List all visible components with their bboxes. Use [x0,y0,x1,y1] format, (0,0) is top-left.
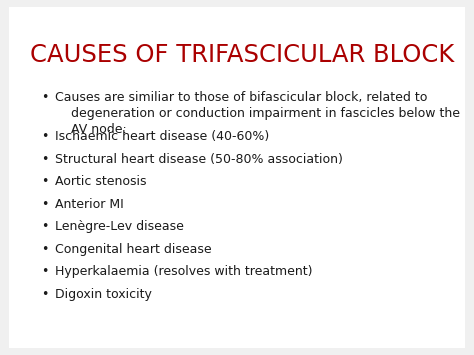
Text: •: • [41,153,49,166]
Text: •: • [41,91,49,104]
Text: Lenègre-Lev disease: Lenègre-Lev disease [55,220,184,234]
Text: Anterior MI: Anterior MI [55,198,124,211]
Text: •: • [41,131,49,143]
Text: •: • [41,288,49,301]
Text: Ischaemic heart disease (40-60%): Ischaemic heart disease (40-60%) [55,131,269,143]
Text: •: • [41,243,49,256]
Text: •: • [41,220,49,234]
Text: Digoxin toxicity: Digoxin toxicity [55,288,152,301]
Text: •: • [41,266,49,278]
Text: Hyperkalaemia (resolves with treatment): Hyperkalaemia (resolves with treatment) [55,266,312,278]
Text: Causes are similiar to those of bifascicular block, related to
    degeneration : Causes are similiar to those of bifascic… [55,91,460,136]
Text: •: • [41,198,49,211]
Text: Congenital heart disease: Congenital heart disease [55,243,211,256]
Text: Structural heart disease (50-80% association): Structural heart disease (50-80% associa… [55,153,343,166]
Text: •: • [41,175,49,189]
Text: Aortic stenosis: Aortic stenosis [55,175,146,189]
Text: CAUSES OF TRIFASCICULAR BLOCK: CAUSES OF TRIFASCICULAR BLOCK [30,43,454,67]
